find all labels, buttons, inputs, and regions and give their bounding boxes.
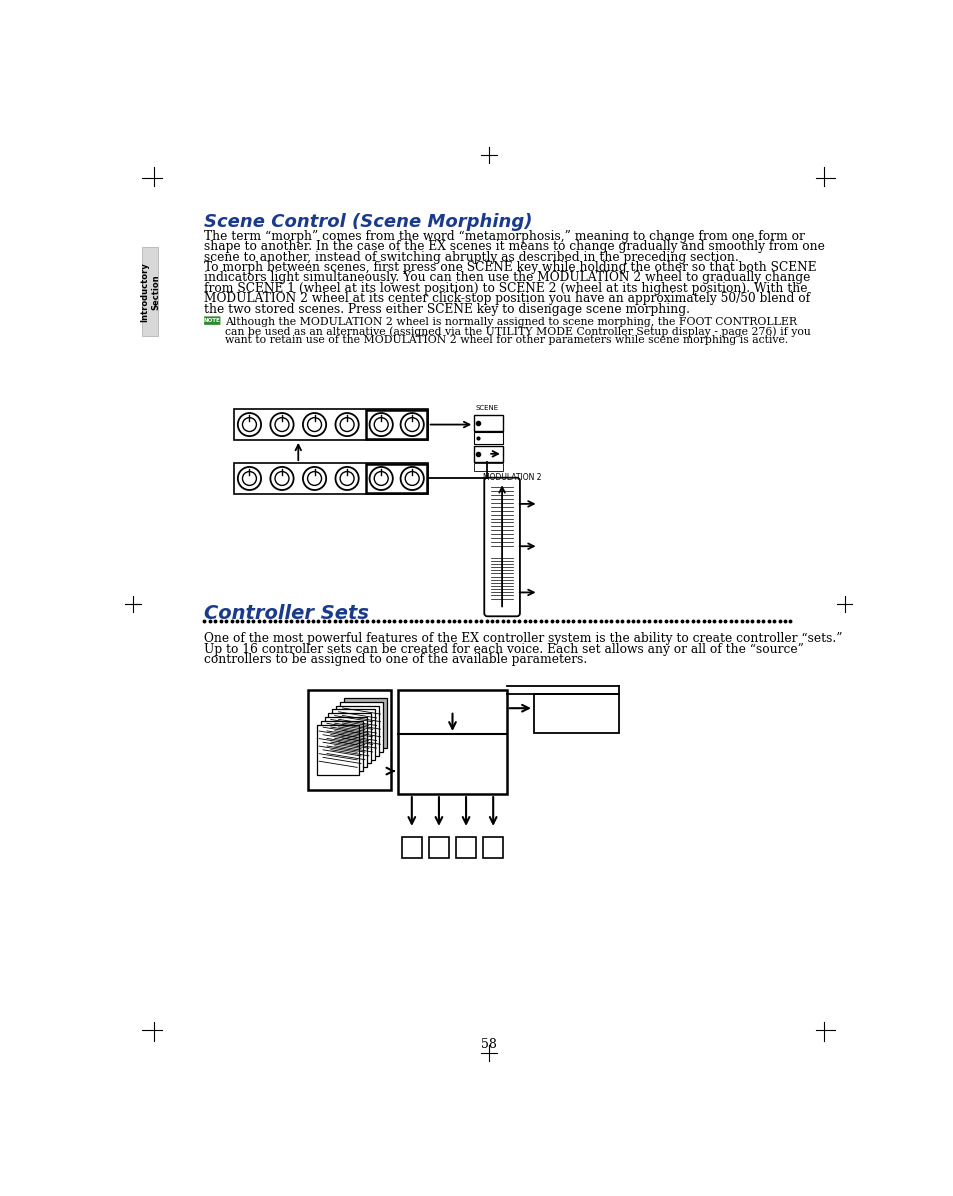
Bar bbox=[340, 702, 382, 752]
Bar bbox=[332, 709, 375, 759]
Text: MODULATION 2: MODULATION 2 bbox=[483, 474, 541, 482]
Bar bbox=[320, 721, 363, 771]
Bar bbox=[335, 706, 378, 756]
Bar bbox=[474, 446, 502, 462]
Text: shape to another. In the case of the EX scenes it means to change gradually and : shape to another. In the case of the EX … bbox=[204, 240, 824, 254]
Text: To morph between scenes, first press one SCENE key while holding the other so th: To morph between scenes, first press one… bbox=[204, 261, 817, 274]
Bar bbox=[233, 409, 427, 440]
Bar bbox=[366, 410, 427, 439]
Text: Scene Control (Scene Morphing): Scene Control (Scene Morphing) bbox=[204, 213, 533, 231]
Text: One of the most powerful features of the EX controller system is the ability to : One of the most powerful features of the… bbox=[204, 633, 842, 646]
Bar bbox=[328, 713, 371, 763]
Text: the two stored scenes. Press either SCENE key to disengage scene morphing.: the two stored scenes. Press either SCEN… bbox=[204, 303, 690, 316]
Bar bbox=[142, 248, 158, 336]
Text: Up to 16 controller sets can be created for each voice. Each set allows any or a: Up to 16 controller sets can be created … bbox=[204, 643, 803, 655]
Text: 58: 58 bbox=[480, 1038, 497, 1051]
Bar bbox=[474, 463, 502, 471]
Bar bbox=[401, 836, 421, 858]
Text: can be used as an alternative (assigned via the UTILITY MODE Controller Setup di: can be used as an alternative (assigned … bbox=[225, 327, 810, 336]
Text: NOTE: NOTE bbox=[204, 318, 220, 323]
Text: MODULATION 2 wheel at its center click-stop position you have an approximately 5: MODULATION 2 wheel at its center click-s… bbox=[204, 292, 810, 305]
Bar bbox=[344, 698, 386, 748]
Text: The term “morph” comes from the word “metamorphosis,” meaning to change from one: The term “morph” comes from the word “me… bbox=[204, 230, 804, 243]
Bar bbox=[456, 836, 476, 858]
Text: controllers to be assigned to one of the available parameters.: controllers to be assigned to one of the… bbox=[204, 653, 587, 666]
Text: Introductory
Section: Introductory Section bbox=[140, 262, 160, 322]
Bar bbox=[316, 725, 359, 775]
Text: Controller Sets: Controller Sets bbox=[204, 604, 369, 623]
Text: SCENE: SCENE bbox=[476, 405, 498, 411]
Bar bbox=[474, 415, 502, 431]
Bar bbox=[534, 694, 618, 733]
Bar bbox=[233, 463, 427, 494]
Text: want to retain use of the MODULATION 2 wheel for other parameters while scene mo: want to retain use of the MODULATION 2 w… bbox=[225, 335, 788, 346]
Bar bbox=[482, 836, 503, 858]
Bar bbox=[324, 718, 367, 767]
Bar bbox=[397, 690, 506, 794]
Text: from SCENE 1 (wheel at its lowest position) to SCENE 2 (wheel at its highest pos: from SCENE 1 (wheel at its lowest positi… bbox=[204, 282, 807, 294]
Bar bbox=[366, 464, 427, 493]
Bar bbox=[429, 836, 449, 858]
Bar bbox=[474, 432, 502, 444]
FancyBboxPatch shape bbox=[484, 477, 519, 616]
Bar bbox=[307, 690, 390, 791]
Text: indicators light simultaneously. You can then use the MODULATION 2 wheel to grad: indicators light simultaneously. You can… bbox=[204, 271, 810, 285]
Text: scene to another, instead of switching abruptly as described in the preceding se: scene to another, instead of switching a… bbox=[204, 250, 739, 263]
Text: Although the MODULATION 2 wheel is normally assigned to scene morphing, the FOOT: Although the MODULATION 2 wheel is norma… bbox=[225, 317, 797, 327]
FancyBboxPatch shape bbox=[204, 317, 220, 325]
